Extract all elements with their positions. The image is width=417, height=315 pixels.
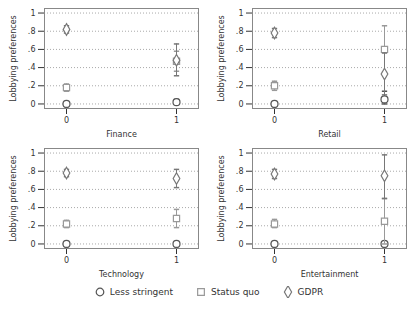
svg-text:1: 1 [174,116,179,125]
svg-text:.6: .6 [28,45,36,54]
svg-text:Lobbying preferences: Lobbying preferences [217,155,226,241]
svg-text:0: 0 [272,116,277,125]
svg-text:0: 0 [272,256,277,265]
svg-text:.6: .6 [236,185,244,194]
svg-text:1: 1 [30,149,35,158]
svg-text:.4: .4 [28,63,36,72]
svg-text:Lobbying preferences: Lobbying preferences [217,15,226,101]
svg-text:0: 0 [64,116,69,125]
svg-text:.8: .8 [236,27,244,36]
svg-text:.4: .4 [236,203,244,212]
svg-text:1: 1 [174,256,179,265]
svg-text:0: 0 [30,240,35,249]
svg-text:.6: .6 [28,185,36,194]
svg-text:0: 0 [238,100,243,109]
svg-text:.4: .4 [28,203,36,212]
svg-text:0: 0 [64,256,69,265]
svg-text:.2: .2 [28,81,36,90]
svg-text:1: 1 [382,256,387,265]
html-text:Status quo: Status quo [211,287,260,297]
svg-text:1: 1 [238,9,243,18]
svg-text:.2: .2 [236,81,244,90]
svg-text:Retail: Retail [318,130,341,139]
svg-text:Lobbying preferences: Lobbying preferences [9,155,18,241]
svg-text:1: 1 [382,116,387,125]
svg-text:Finance: Finance [106,130,137,139]
svg-text:.8: .8 [236,167,244,176]
svg-text:Technology: Technology [98,270,144,279]
svg-text:1: 1 [238,149,243,158]
svg-text:.8: .8 [28,27,36,36]
svg-text:Lobbying preferences: Lobbying preferences [9,15,18,101]
svg-text:0: 0 [238,240,243,249]
svg-text:.4: .4 [236,63,244,72]
svg-text:.2: .2 [28,221,36,230]
svg-text:.2: .2 [236,221,244,230]
svg-text:.6: .6 [236,45,244,54]
svg-text:1: 1 [30,9,35,18]
html-text:Less stringent: Less stringent [109,287,174,297]
svg-text:0: 0 [30,100,35,109]
svg-text:Entertainment: Entertainment [301,270,359,279]
svg-text:.8: .8 [28,167,36,176]
html-text:GDPR: GDPR [297,287,324,297]
